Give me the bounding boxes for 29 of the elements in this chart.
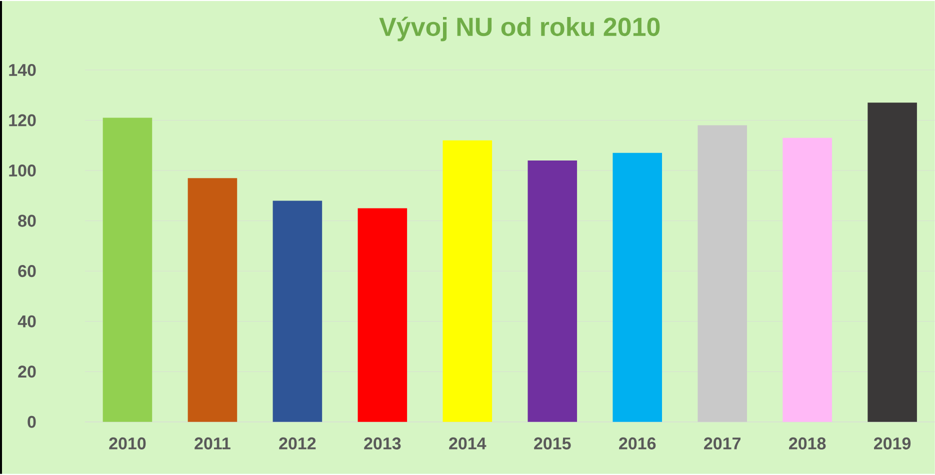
x-tick-label: 2015 <box>534 437 571 450</box>
x-tick-label: 2016 <box>619 437 656 450</box>
bar <box>782 138 832 422</box>
y-tick-label: 140 <box>9 64 36 76</box>
bar <box>868 102 917 422</box>
bar <box>102 118 152 422</box>
x-tick-label: 2017 <box>704 437 740 450</box>
bar <box>612 152 662 422</box>
y-tick-label: 20 <box>18 366 36 378</box>
x-tick-label: 2019 <box>874 437 911 450</box>
y-tick-label: 120 <box>9 114 36 126</box>
bar <box>698 125 747 422</box>
chart-title: Vývoj NU od roku 2010 <box>379 16 660 42</box>
y-tick-label: 80 <box>18 214 36 227</box>
bar <box>272 200 322 422</box>
bar <box>442 140 492 422</box>
x-tick-label: 2011 <box>194 437 230 450</box>
x-tick-label: 2010 <box>109 437 146 450</box>
bar <box>358 208 408 422</box>
y-tick-label: 100 <box>9 164 36 177</box>
x-tick-label: 2014 <box>449 437 486 450</box>
bar <box>528 160 578 422</box>
y-tick-label: 40 <box>18 315 36 328</box>
x-tick-label: 2013 <box>364 437 401 450</box>
bar <box>188 178 238 422</box>
y-tick-label: 60 <box>18 265 36 278</box>
x-tick-label: 2018 <box>789 437 826 450</box>
y-tick-label: 0 <box>28 416 36 428</box>
x-tick-label: 2012 <box>279 437 316 450</box>
